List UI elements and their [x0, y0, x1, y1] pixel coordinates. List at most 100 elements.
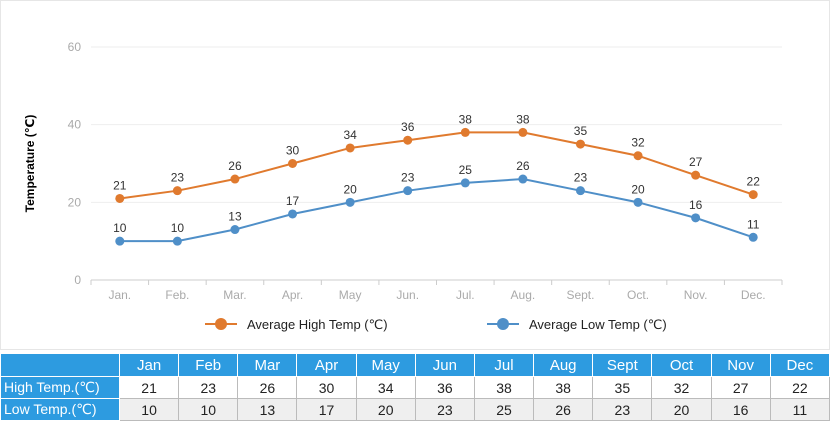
table-header-cell: Aug — [533, 353, 594, 377]
table-body: High Temp.(℃) 21 23 26 30 34 36 38 38 35 32 27 22 Low… — [0, 376, 830, 421]
data-label: 38 — [459, 112, 473, 126]
table-row: High Temp.(℃) 21 23 26 30 34 36 38 38 35 32 27 22 — [0, 376, 830, 399]
x-tick-label: Mar. — [223, 288, 246, 302]
table-cell: 10 — [118, 398, 180, 421]
data-point — [403, 186, 413, 196]
data-label: 22 — [747, 175, 761, 189]
table-header-cell: Mar — [237, 353, 298, 377]
data-label: 21 — [113, 178, 127, 192]
table-row-label: Low Temp.(℃) — [0, 398, 120, 421]
data-label: 38 — [516, 112, 530, 126]
table-header-cell: Jun — [414, 353, 475, 377]
table-cell: 23 — [414, 398, 475, 421]
x-tick-label: Apr. — [282, 288, 303, 302]
table-cell: 30 — [296, 376, 357, 399]
data-label: 34 — [343, 128, 357, 142]
table-cell: 13 — [237, 398, 298, 421]
data-point — [633, 151, 643, 161]
x-tick-label: Sept. — [566, 288, 594, 302]
data-point — [288, 209, 298, 219]
table-cell: 17 — [296, 398, 357, 421]
data-label: 23 — [574, 171, 588, 185]
data-point — [172, 236, 182, 246]
data-label: 30 — [286, 144, 300, 158]
table-header-cell: Dec — [769, 353, 830, 377]
y-axis-title: Temperature (℃) — [23, 115, 37, 213]
data-point — [460, 178, 470, 188]
legend-label: Average High Temp (℃) — [247, 317, 388, 332]
table-cell: 38 — [473, 376, 535, 399]
x-tick-label: Aug. — [511, 288, 536, 302]
table-cell: 10 — [178, 398, 239, 421]
temperature-chart: 0 20 40 60 Jan. Feb. Mar. Apr. May Jun. Jul. Aug. Se… — [0, 0, 830, 350]
table-cell: 38 — [533, 376, 594, 399]
data-point — [230, 225, 240, 235]
data-point — [633, 197, 643, 207]
y-tick-label: 40 — [68, 118, 82, 132]
table-header-cell: Jul — [473, 353, 535, 377]
x-tick-label: Jun. — [396, 288, 419, 302]
table-cell: 16 — [710, 398, 771, 421]
data-point — [403, 135, 413, 145]
table-header-cell: Jan — [118, 353, 180, 377]
y-tick-label: 0 — [74, 273, 81, 287]
legend-marker — [497, 318, 509, 330]
table-header-cell: Oct — [651, 353, 712, 377]
table-header-cell: May — [355, 353, 416, 377]
table-cell: 20 — [355, 398, 416, 421]
data-label: 27 — [689, 155, 703, 169]
data-label: 23 — [171, 171, 185, 185]
data-point — [115, 236, 125, 246]
data-label: 20 — [343, 182, 357, 196]
temperature-table: Jan Feb Mar Apr May Jun Jul Aug Sept Oct Nov Dec Hi… — [0, 353, 830, 421]
data-label: 10 — [113, 221, 127, 235]
data-label: 36 — [401, 120, 415, 134]
table-corner-cell — [0, 353, 120, 377]
data-label: 10 — [171, 221, 185, 235]
table-cell: 26 — [237, 376, 298, 399]
chart-svg: 0 20 40 60 Jan. Feb. Mar. Apr. May Jun. Jul. Aug. Se… — [23, 40, 783, 332]
table-header-cell: Feb — [178, 353, 239, 377]
x-tick-label: May — [339, 288, 362, 302]
table-cell: 35 — [592, 376, 653, 399]
x-tick-label: Dec. — [741, 288, 766, 302]
y-tick-label: 60 — [68, 40, 82, 54]
data-label: 23 — [401, 171, 415, 185]
data-label: 13 — [228, 210, 242, 224]
table-cell: 26 — [533, 398, 594, 421]
data-label: 25 — [459, 163, 473, 177]
data-label: 11 — [747, 217, 760, 231]
table-row-label: High Temp.(℃) — [0, 376, 120, 399]
data-point — [575, 139, 585, 149]
data-label: 26 — [228, 159, 242, 173]
x-tick-label: Oct. — [627, 288, 649, 302]
legend-marker — [215, 318, 227, 330]
series-line — [119, 131, 754, 200]
table-cell: 23 — [178, 376, 239, 399]
table-cell: 36 — [414, 376, 475, 399]
table-cell: 23 — [592, 398, 653, 421]
table-cell: 20 — [651, 398, 712, 421]
table-cell: 22 — [769, 376, 830, 399]
data-point — [691, 170, 701, 180]
data-point — [518, 127, 528, 137]
table-row: Low Temp.(℃) 10 10 13 17 20 23 25 26 23 20 16 11 — [0, 398, 830, 421]
data-point — [748, 232, 758, 242]
x-tick-label: Feb. — [165, 288, 189, 302]
table-cell: 21 — [118, 376, 180, 399]
data-point — [230, 174, 240, 184]
data-label: 17 — [286, 194, 300, 208]
data-point — [575, 186, 585, 196]
data-label: 32 — [631, 136, 645, 150]
data-point — [172, 186, 182, 196]
table-header-cell: Sept — [592, 353, 653, 377]
x-tick-label: Nov. — [684, 288, 708, 302]
legend-label: Average Low Temp (℃) — [529, 317, 667, 332]
table-cell: 11 — [769, 398, 830, 421]
table-header-cell: Nov — [710, 353, 771, 377]
data-point — [345, 197, 355, 207]
series-line — [119, 178, 754, 243]
data-label: 20 — [631, 182, 645, 196]
table-header-cell: Apr — [296, 353, 357, 377]
table-cell: 27 — [710, 376, 771, 399]
